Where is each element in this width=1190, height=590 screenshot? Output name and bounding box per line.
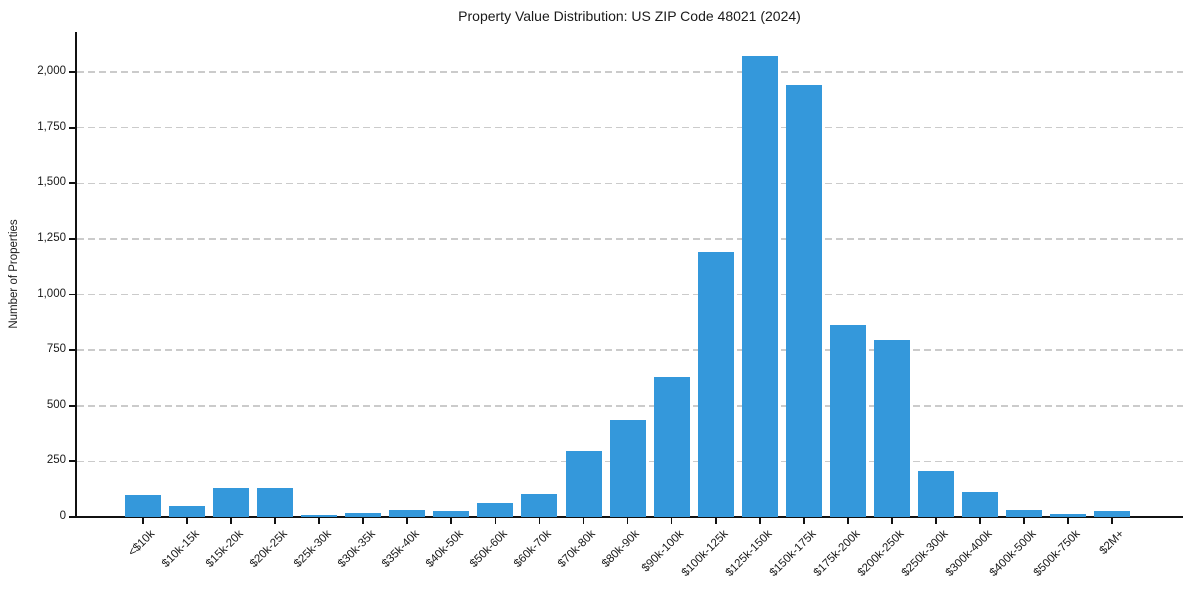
y-tick [69,516,75,518]
bar [609,420,646,517]
bar [917,471,954,517]
x-tick [362,518,365,524]
bar [345,513,382,517]
y-tick [69,71,75,73]
y-tick [69,349,75,352]
x-tick-label: $125k-150k [723,528,775,579]
bar [169,506,206,517]
x-tick-label: $25k-30k [291,528,334,570]
x-tick-label: $200k-250k [855,528,907,579]
x-tick [714,518,717,524]
bar [741,56,778,517]
x-tick [1067,518,1069,524]
x-tick [538,518,541,524]
bar [125,494,161,517]
y-tick-label: 1,000 [37,287,66,300]
y-tick [69,238,75,240]
grid-line [77,349,1183,351]
y-tick-label: 0 [59,510,66,522]
x-tick-label: $150k-175k [767,528,819,579]
x-tick-label: $100k-125k [679,528,731,579]
y-tick [69,182,75,185]
x-axis-spine [75,516,1183,518]
bar [301,515,338,517]
x-tick-label: $15k-20k [203,528,246,570]
bar [829,325,866,517]
y-tick-label: 1,750 [37,120,66,133]
grid-line [77,71,1183,73]
x-tick-label: $80k-90k [600,528,643,570]
y-axis-spine [75,32,77,518]
bar [389,509,426,517]
y-tick-label: 1,500 [37,176,66,189]
x-tick [318,518,321,524]
y-tick-label: 250 [46,454,66,467]
x-tick-label: $300k-400k [943,528,995,579]
y-tick [69,404,75,407]
x-tick [758,518,761,524]
bar [257,488,294,517]
y-tick [69,126,75,129]
bar [785,84,822,517]
bar [1094,510,1131,517]
y-tick-label: 750 [46,343,66,356]
x-tick [450,518,453,524]
chart-title: Property Value Distribution: US ZIP Code… [458,8,801,24]
x-tick [979,518,981,524]
y-tick-label: 1,250 [37,231,66,244]
bar [697,251,734,517]
bar [213,488,250,517]
x-tick-label: $60k-70k [511,528,554,570]
x-tick-label: $40k-50k [423,528,466,570]
grid-line [77,182,1183,185]
x-tick [186,518,188,524]
x-tick-label: $500k-750k [1031,528,1083,579]
bar [873,340,910,517]
bar [1050,513,1087,517]
grid-line [77,238,1183,240]
x-tick [626,518,629,524]
x-tick [802,518,805,524]
y-tick [69,293,75,296]
y-tick [69,460,75,463]
x-tick-label: $10k-15k [159,528,202,570]
grid-line [77,405,1183,407]
bar [961,491,998,517]
bar [521,493,558,517]
y-tick-label: 500 [46,398,66,411]
bar [653,376,690,517]
y-tick-label: 2,000 [37,65,66,78]
x-tick-label: $400k-500k [987,528,1039,579]
x-tick-label: $70k-80k [556,528,598,570]
x-tick [274,518,277,524]
bar [565,451,602,517]
x-tick [494,518,497,524]
x-tick [1023,518,1025,524]
x-tick [582,518,585,524]
x-tick-label: $250k-300k [899,528,951,579]
x-tick [935,518,937,524]
x-tick [142,518,144,524]
x-tick-label: $35k-40k [379,528,422,570]
x-tick-label: $90k-100k [639,528,687,575]
x-tick-label: $50k-60k [467,528,510,570]
grid-line [77,126,1183,129]
x-tick-label: $175k-200k [811,528,863,579]
x-tick-label: $20k-25k [247,528,290,570]
x-tick-label: <$10k [126,528,158,559]
x-tick [890,518,893,524]
x-tick [1111,518,1113,524]
x-tick [846,518,849,524]
bar [433,511,470,517]
x-tick-label: $30k-35k [335,528,378,570]
bar [1006,509,1042,517]
x-tick [230,518,232,524]
x-tick [406,518,409,524]
x-tick-label: $2M+ [1097,528,1127,558]
bar [477,502,514,517]
grid-line [77,293,1183,296]
x-tick [670,518,673,524]
